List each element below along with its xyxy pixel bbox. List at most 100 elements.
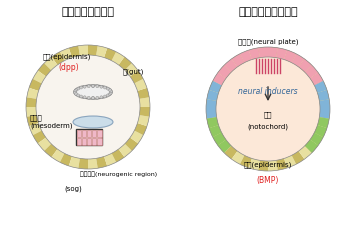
Wedge shape bbox=[276, 48, 287, 59]
Wedge shape bbox=[138, 88, 149, 99]
Wedge shape bbox=[317, 90, 329, 101]
Circle shape bbox=[108, 93, 111, 96]
Bar bbox=[77, 138, 81, 145]
Circle shape bbox=[106, 94, 109, 97]
Wedge shape bbox=[213, 133, 226, 146]
Wedge shape bbox=[319, 99, 330, 109]
Circle shape bbox=[75, 93, 78, 96]
Wedge shape bbox=[258, 160, 268, 171]
Wedge shape bbox=[207, 117, 218, 128]
Circle shape bbox=[91, 84, 95, 87]
Wedge shape bbox=[60, 48, 72, 61]
Wedge shape bbox=[69, 46, 80, 58]
Circle shape bbox=[104, 95, 106, 98]
Wedge shape bbox=[206, 109, 217, 119]
Circle shape bbox=[75, 88, 78, 91]
Wedge shape bbox=[299, 59, 312, 72]
Circle shape bbox=[96, 85, 99, 88]
Text: ショウジョウバエ: ショウジョウバエ bbox=[62, 7, 114, 17]
Wedge shape bbox=[299, 146, 312, 159]
Circle shape bbox=[100, 96, 103, 99]
Wedge shape bbox=[207, 90, 218, 101]
Wedge shape bbox=[292, 54, 304, 67]
Wedge shape bbox=[310, 73, 323, 85]
Wedge shape bbox=[29, 79, 42, 91]
Wedge shape bbox=[125, 63, 138, 76]
Bar bbox=[82, 129, 86, 136]
Wedge shape bbox=[88, 45, 98, 56]
Wedge shape bbox=[134, 79, 147, 91]
Wedge shape bbox=[138, 115, 149, 126]
Wedge shape bbox=[314, 125, 327, 137]
Wedge shape bbox=[209, 125, 222, 137]
Wedge shape bbox=[276, 48, 287, 59]
Wedge shape bbox=[218, 65, 231, 79]
Wedge shape bbox=[206, 109, 217, 119]
Wedge shape bbox=[51, 149, 64, 162]
Wedge shape bbox=[119, 144, 132, 157]
Wedge shape bbox=[209, 81, 222, 93]
Circle shape bbox=[91, 84, 95, 87]
Wedge shape bbox=[213, 73, 226, 85]
Circle shape bbox=[83, 85, 86, 88]
Wedge shape bbox=[310, 133, 323, 146]
Wedge shape bbox=[305, 65, 318, 79]
Text: 神経領域(neurogenic region): 神経領域(neurogenic region) bbox=[80, 171, 157, 177]
Wedge shape bbox=[317, 117, 329, 128]
Wedge shape bbox=[26, 97, 37, 107]
Wedge shape bbox=[314, 125, 327, 137]
Wedge shape bbox=[218, 65, 231, 79]
Wedge shape bbox=[38, 63, 51, 76]
Bar bbox=[82, 138, 86, 145]
Wedge shape bbox=[96, 156, 107, 168]
Text: neural inducers: neural inducers bbox=[238, 87, 298, 96]
Wedge shape bbox=[276, 158, 287, 170]
Text: (notochord): (notochord) bbox=[247, 124, 288, 130]
Wedge shape bbox=[292, 54, 304, 67]
Wedge shape bbox=[317, 90, 329, 101]
Wedge shape bbox=[33, 131, 46, 143]
Wedge shape bbox=[209, 125, 222, 137]
Wedge shape bbox=[88, 158, 98, 169]
Circle shape bbox=[77, 94, 80, 97]
Wedge shape bbox=[284, 50, 296, 63]
Wedge shape bbox=[232, 54, 244, 67]
Wedge shape bbox=[29, 123, 42, 135]
Wedge shape bbox=[268, 47, 278, 58]
Wedge shape bbox=[78, 158, 88, 169]
Wedge shape bbox=[258, 47, 268, 58]
Wedge shape bbox=[224, 59, 237, 72]
Wedge shape bbox=[26, 107, 37, 117]
Wedge shape bbox=[130, 131, 143, 143]
Wedge shape bbox=[317, 117, 329, 128]
Text: アフリカツメガエル: アフリカツメガエル bbox=[238, 7, 298, 17]
Wedge shape bbox=[319, 109, 330, 119]
Wedge shape bbox=[27, 88, 38, 99]
Wedge shape bbox=[284, 155, 296, 168]
Circle shape bbox=[83, 96, 86, 99]
Wedge shape bbox=[44, 144, 57, 157]
Circle shape bbox=[108, 88, 111, 91]
Wedge shape bbox=[249, 158, 260, 170]
Circle shape bbox=[36, 55, 140, 159]
Wedge shape bbox=[268, 47, 278, 58]
Circle shape bbox=[96, 96, 99, 99]
Wedge shape bbox=[38, 138, 51, 151]
Wedge shape bbox=[310, 133, 323, 146]
Circle shape bbox=[79, 86, 83, 89]
Wedge shape bbox=[139, 97, 150, 107]
Wedge shape bbox=[292, 151, 304, 164]
Wedge shape bbox=[268, 160, 278, 171]
Wedge shape bbox=[249, 48, 260, 59]
Wedge shape bbox=[299, 59, 312, 72]
Wedge shape bbox=[78, 45, 88, 56]
Circle shape bbox=[104, 86, 106, 89]
Wedge shape bbox=[232, 54, 244, 67]
Wedge shape bbox=[240, 50, 252, 63]
Text: (sog): (sog) bbox=[64, 186, 82, 192]
Circle shape bbox=[91, 96, 95, 99]
Circle shape bbox=[109, 91, 112, 94]
Circle shape bbox=[87, 96, 90, 99]
Wedge shape bbox=[69, 156, 80, 168]
Circle shape bbox=[100, 85, 103, 88]
